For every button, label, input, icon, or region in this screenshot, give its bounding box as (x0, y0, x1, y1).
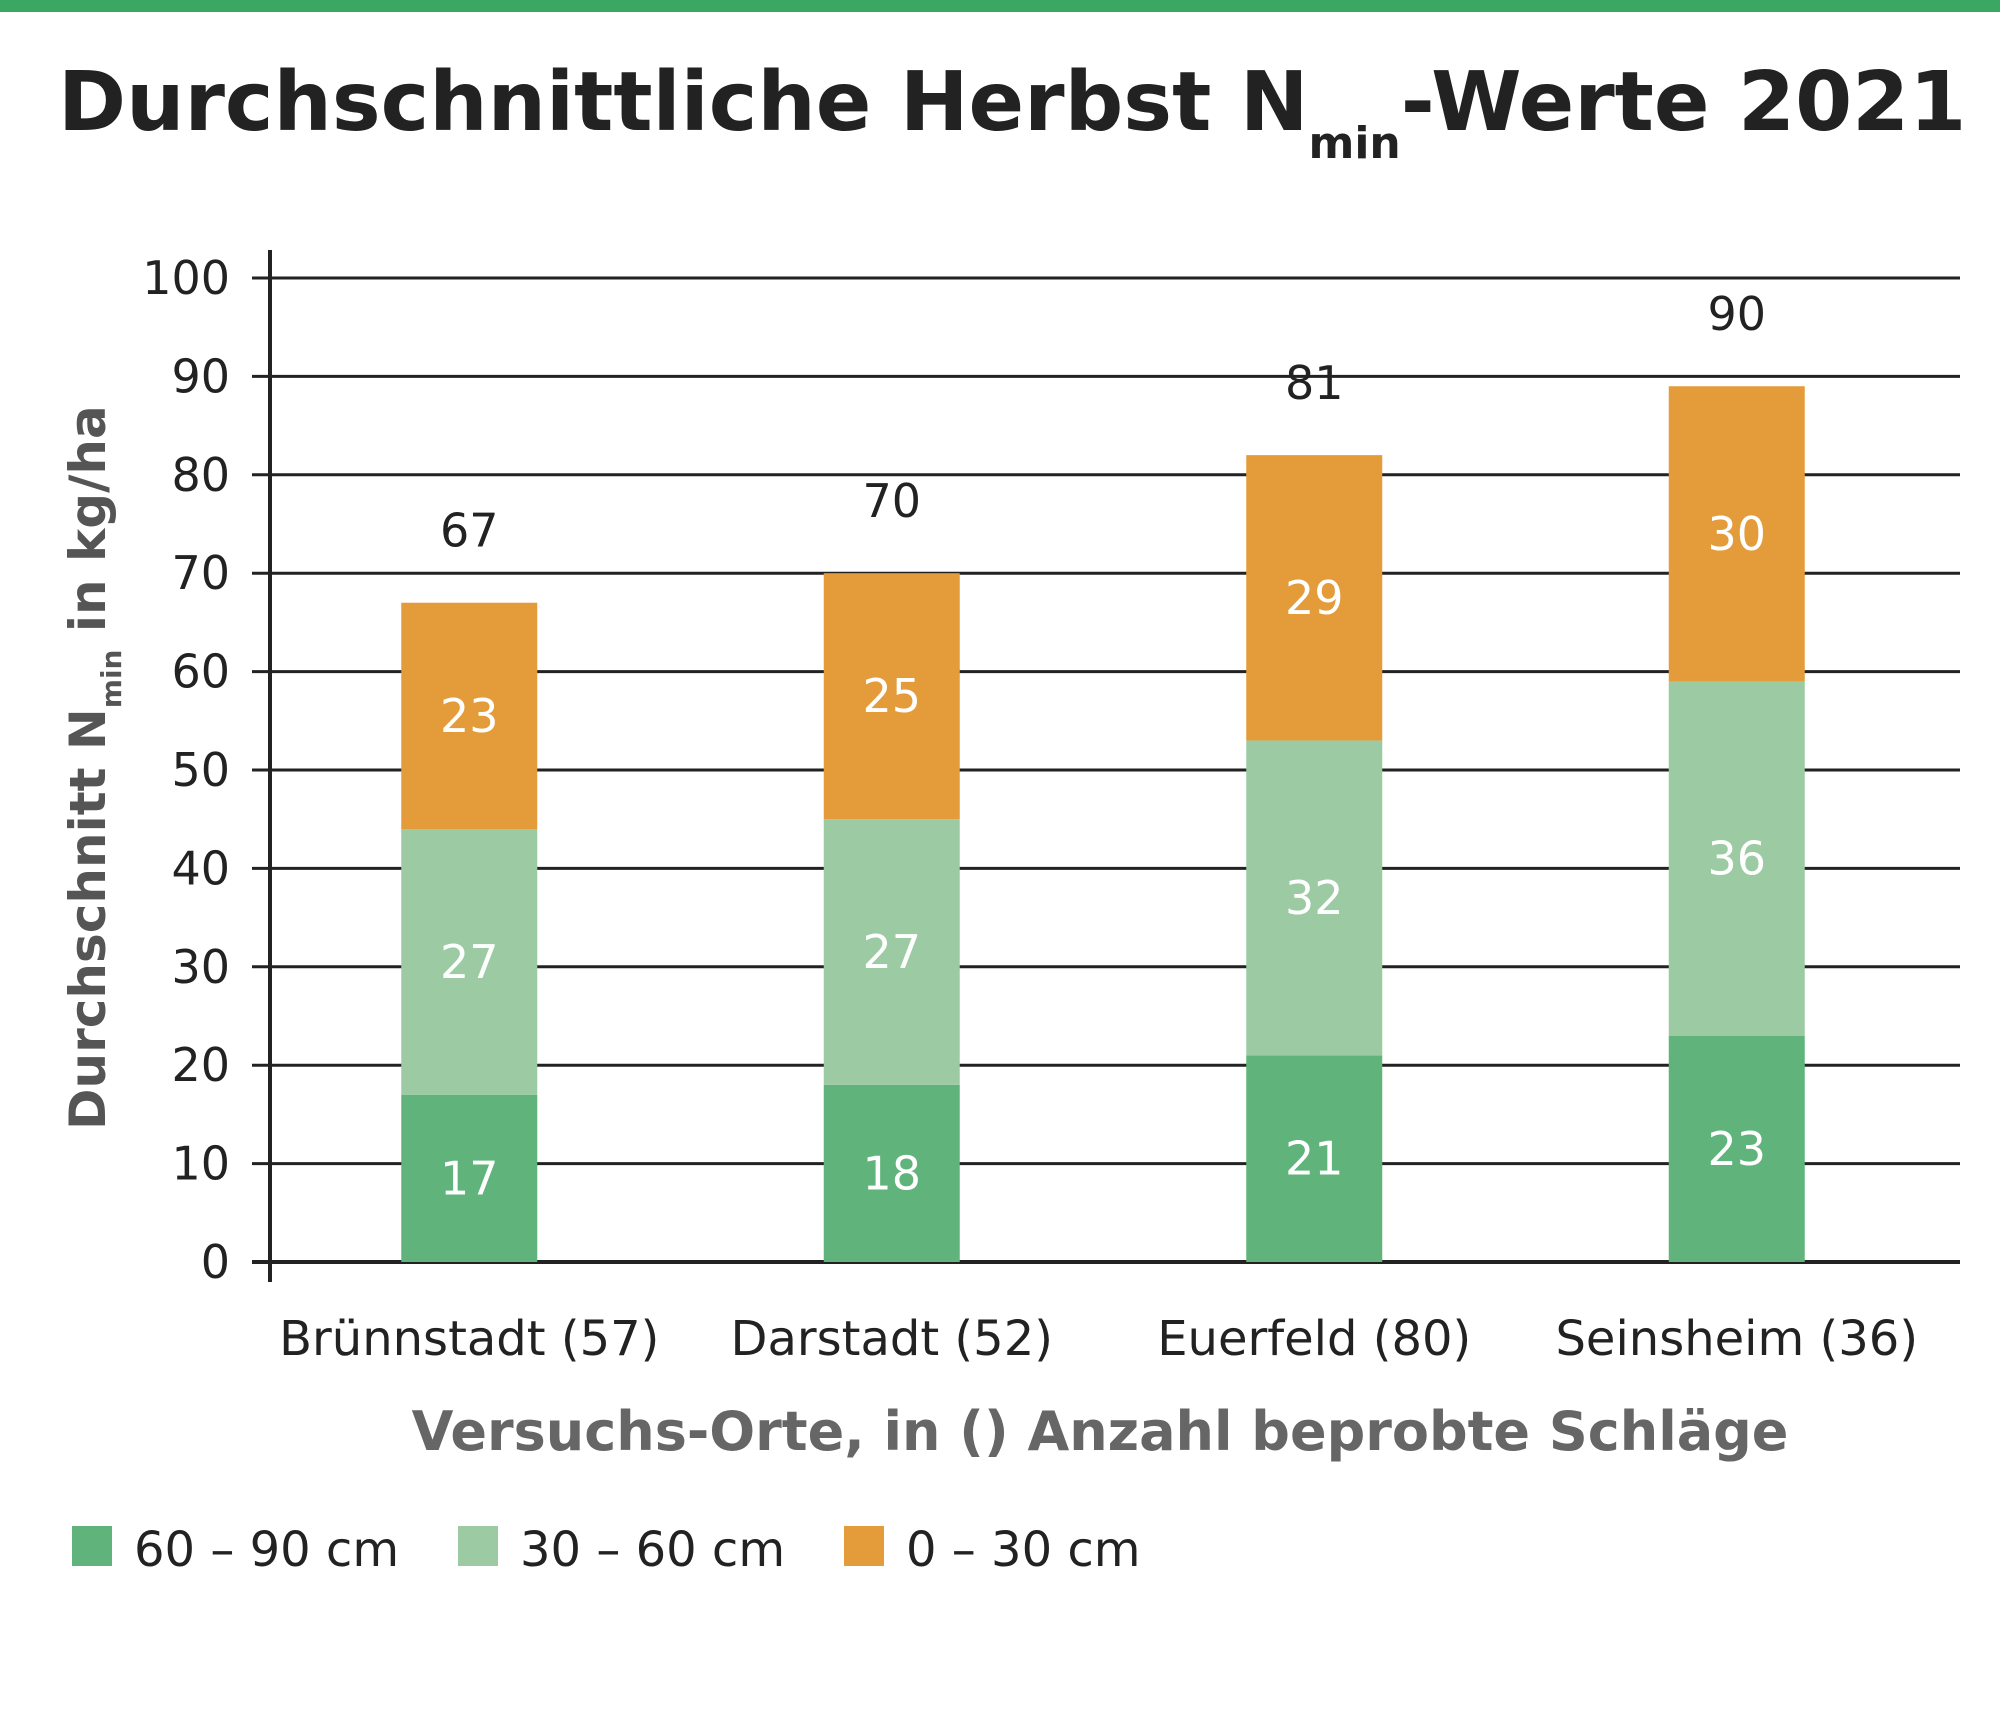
bar-segment (401, 829, 538, 1095)
segment-value-label: 32 (1285, 871, 1344, 925)
legend-swatch (844, 1526, 884, 1566)
x-axis-label: Versuchs-Orte, in () Anzahl beprobte Sch… (412, 1400, 1789, 1463)
legend-swatch (72, 1526, 112, 1566)
bar-segment (1246, 740, 1383, 1056)
segment-value-label: 36 (1707, 832, 1766, 886)
chart-title: Durchschnittliche Herbst Nmin-Werte 2021 (58, 55, 1966, 169)
y-tick-label: 0 (201, 1235, 230, 1289)
y-tick-label: 100 (142, 251, 230, 305)
bar-segment (823, 819, 960, 1085)
bar-total-label: 70 (862, 474, 921, 528)
y-tick-label: 60 (171, 645, 230, 699)
legend: 60 – 90 cm 30 – 60 cm 0 – 30 cm (72, 1522, 1141, 1578)
x-category-label: Seinsheim (36) (1555, 1311, 1918, 1367)
segment-value-label: 29 (1285, 571, 1344, 625)
bar-segment (401, 602, 538, 830)
bar-segment (1668, 386, 1805, 682)
bar-segment (1246, 455, 1383, 741)
y-tick-label: 70 (171, 546, 230, 600)
bar-segment (1668, 681, 1805, 1036)
y-tick-label: 80 (171, 448, 230, 502)
top-accent-bar (0, 0, 2000, 12)
bar-segment (1246, 1055, 1383, 1262)
segment-value-label: 25 (862, 669, 921, 723)
segment-value-label: 27 (862, 925, 921, 979)
x-category-label: Brünnstadt (57) (279, 1311, 659, 1367)
segment-value-label: 23 (440, 689, 499, 743)
y-axis-label: Durchschnitt Nmin in kg/ha (59, 405, 128, 1130)
segment-value-label: 27 (440, 935, 499, 989)
segment-value-label: 17 (440, 1151, 499, 1205)
x-category-label: Darstadt (52) (731, 1311, 1053, 1367)
segment-value-label: 21 (1285, 1132, 1344, 1186)
y-tick-label: 50 (171, 743, 230, 797)
legend-label: 0 – 30 cm (906, 1522, 1141, 1578)
y-axis-ticks: 0 10 20 30 40 50 60 70 80 90 100 (142, 251, 230, 1289)
y-tick-label: 40 (171, 841, 230, 895)
y-tick-label: 90 (171, 349, 230, 403)
y-tick-label: 10 (171, 1137, 230, 1191)
y-tick-label: 30 (171, 940, 230, 994)
x-axis-categories: Brünnstadt (57) Darstadt (52) Euerfeld (80… (279, 1311, 1918, 1367)
bar-segment (823, 573, 960, 820)
bars: 17 27 23 67 18 27 25 70 21 32 29 81 23 36 30 90 (401, 287, 1805, 1262)
legend-label: 30 – 60 cm (520, 1522, 785, 1578)
segment-value-label: 18 (862, 1146, 921, 1200)
segment-value-label: 23 (1707, 1122, 1766, 1176)
x-category-label: Euerfeld (80) (1157, 1311, 1471, 1367)
segment-value-label: 30 (1707, 507, 1766, 561)
legend-swatch (458, 1526, 498, 1566)
legend-label: 60 – 90 cm (134, 1522, 399, 1578)
bar-total-label: 67 (440, 504, 499, 558)
bar-segment (401, 1094, 538, 1262)
bar-segment (823, 1084, 960, 1262)
bar-total-label: 81 (1285, 356, 1344, 410)
bar-total-label: 90 (1707, 287, 1766, 341)
bar-segment (1668, 1035, 1805, 1262)
y-tick-label: 20 (171, 1038, 230, 1092)
